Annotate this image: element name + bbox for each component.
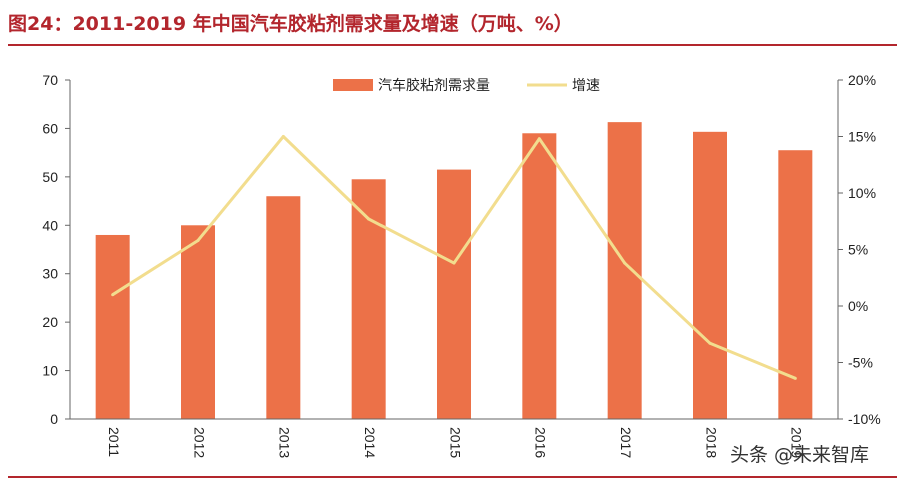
title-bar: 图24：2011-2019 年中国汽车胶粘剂需求量及增速（万吨、%）	[8, 10, 897, 46]
growth-point-2014	[367, 217, 371, 221]
x-tick-label: 2018	[703, 427, 719, 458]
right-tick-label: 5%	[848, 242, 868, 258]
right-tick-label: 10%	[848, 185, 876, 201]
growth-point-2016	[537, 137, 541, 141]
chart-title: 图24：2011-2019 年中国汽车胶粘剂需求量及增速（万吨、%）	[8, 13, 573, 35]
left-tick-label: 20	[42, 314, 58, 330]
x-tick-label: 2012	[191, 427, 207, 458]
bar-2016	[522, 133, 557, 419]
bar-2012	[181, 225, 215, 419]
x-tick-label: 2011	[106, 427, 122, 457]
growth-point-2017	[623, 261, 627, 265]
left-tick-label: 50	[42, 169, 58, 185]
growth-point-2011	[111, 293, 115, 297]
right-tick-label: 0%	[848, 298, 868, 314]
bar-2011	[95, 234, 130, 419]
left-tick-label: 0	[50, 411, 58, 427]
x-tick-label: 2013	[277, 427, 293, 458]
bar-2018	[693, 131, 727, 419]
bar-2013	[266, 196, 301, 419]
legend-swatch-demand	[333, 79, 373, 91]
left-tick-label: 10	[42, 363, 58, 379]
bar-2015	[437, 169, 471, 419]
x-tick-label: 2019	[789, 427, 805, 458]
growth-point-2018	[708, 341, 712, 345]
legend-label-demand: 汽车胶粘剂需求量	[378, 77, 490, 94]
legend-label-growth: 增速	[572, 78, 600, 94]
x-tick-label: 2014	[362, 427, 378, 458]
left-tick-label: 60	[42, 120, 58, 136]
left-tick-label: 70	[42, 72, 58, 88]
growth-point-2015	[452, 261, 456, 265]
growth-point-2013	[281, 135, 285, 138]
bar-2017	[607, 122, 642, 419]
bottom-rule	[8, 476, 897, 478]
watermark: 头条 @未来智库	[729, 444, 869, 466]
x-tick-label: 2017	[618, 427, 634, 458]
right-tick-label: 20%	[848, 72, 876, 88]
right-tick-label: -5%	[848, 355, 873, 371]
right-tick-label: -10%	[848, 411, 881, 427]
bar-2014	[351, 179, 386, 419]
left-tick-label: 40	[42, 217, 58, 233]
growth-point-2012	[196, 238, 200, 242]
growth-point-2019	[793, 376, 797, 380]
x-tick-label: 2016	[533, 427, 549, 458]
right-tick-label: 15%	[848, 129, 876, 145]
left-tick-label: 30	[42, 266, 58, 282]
x-tick-label: 2015	[447, 427, 463, 458]
